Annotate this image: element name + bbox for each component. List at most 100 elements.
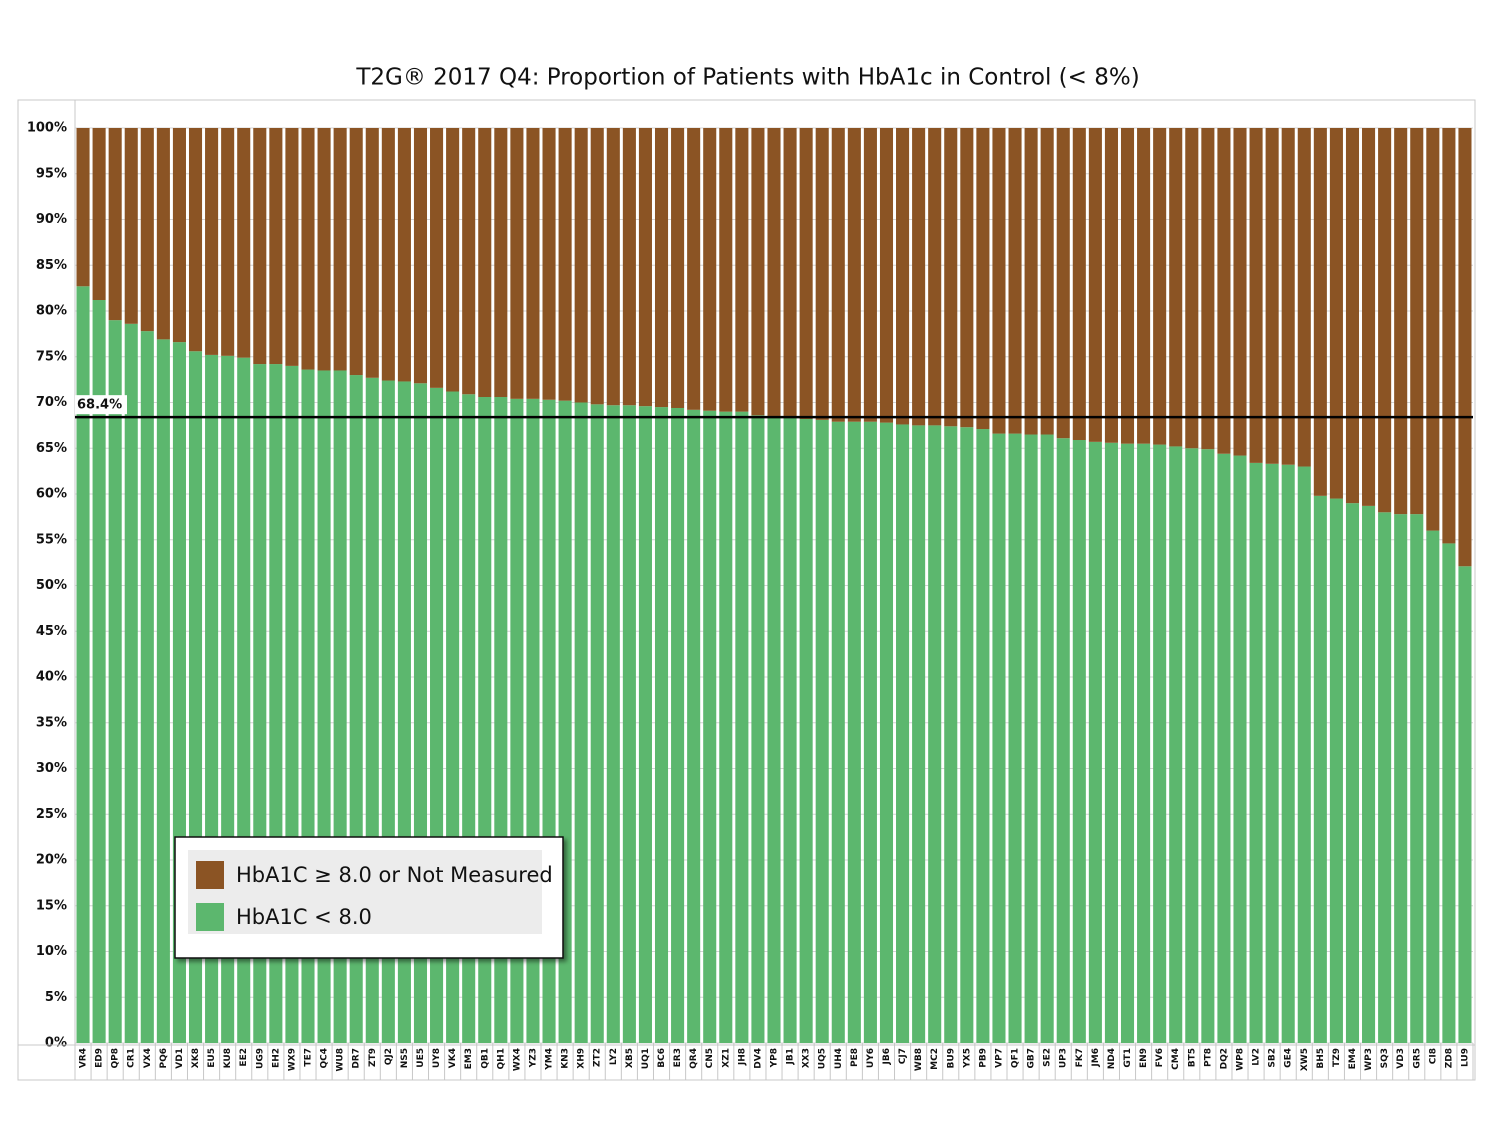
x-tick-label: PQ6	[159, 1048, 169, 1069]
bar-segment	[108, 128, 122, 321]
bar-segment	[301, 128, 315, 370]
bar-segment	[1442, 543, 1456, 1043]
bar-segment	[1265, 128, 1279, 464]
bar-segment	[912, 128, 926, 426]
x-tick-label: UH4	[834, 1048, 844, 1069]
bar-segment	[494, 128, 508, 398]
y-tick-label: 90%	[36, 212, 67, 227]
bar-segment	[1313, 128, 1327, 496]
x-tick-label: WB8	[914, 1048, 924, 1071]
y-tick-label: 95%	[36, 166, 67, 181]
y-tick-label: 100%	[27, 121, 67, 136]
x-tick-label: LY2	[609, 1048, 619, 1065]
bar-segment	[831, 421, 845, 1044]
bar-segment	[92, 128, 106, 301]
bar-segment	[606, 405, 620, 1043]
reference-label: 68.4%	[77, 398, 122, 413]
bar-segment	[124, 128, 138, 324]
legend-swatch	[196, 903, 224, 931]
bar-segment	[205, 128, 219, 355]
x-tick-label: VR4	[79, 1048, 89, 1068]
x-tick-label: GE4	[1284, 1048, 1294, 1068]
x-tick-label: QF1	[1011, 1048, 1021, 1068]
x-tick-label: WU8	[336, 1048, 346, 1072]
y-tick-label: 25%	[36, 807, 67, 822]
bar-segment	[1233, 128, 1247, 456]
x-tick-label: SQ3	[1380, 1048, 1390, 1068]
bar-segment	[1072, 440, 1086, 1043]
x-tick-label: CN5	[705, 1048, 715, 1068]
bar-segment	[1120, 128, 1135, 444]
bar-segment	[847, 421, 861, 1044]
bar-segment	[1153, 444, 1167, 1044]
legend-swatch	[196, 861, 224, 889]
bar-segment	[269, 128, 283, 365]
y-tick-label: 60%	[36, 487, 67, 502]
x-tick-label: XW5	[1300, 1048, 1310, 1071]
bar-segment	[799, 418, 813, 1044]
x-tick-label: VK4	[448, 1048, 458, 1068]
x-tick-label: DV4	[753, 1048, 763, 1069]
bar-segment	[590, 128, 604, 405]
bar-segment	[654, 407, 669, 1043]
x-tick-label: EH2	[271, 1048, 281, 1068]
bar-segment	[590, 404, 604, 1044]
x-tick-label: FK7	[1075, 1048, 1085, 1067]
bar-segment	[1329, 128, 1343, 499]
bar-segment	[912, 425, 926, 1043]
y-tick-label: 0%	[45, 1036, 67, 1051]
bar-segment	[751, 128, 765, 416]
x-tick-label: TE7	[304, 1048, 314, 1067]
bar-segment	[1410, 514, 1424, 1043]
y-tick-label: 40%	[36, 670, 67, 685]
bar-segment	[1297, 128, 1311, 467]
x-tick-label: GR5	[1412, 1048, 1422, 1069]
bar-segment	[703, 410, 717, 1043]
bar-segment	[108, 320, 122, 1043]
bar-segment	[397, 128, 411, 382]
bar-segment	[944, 128, 958, 427]
x-tick-label: BC6	[657, 1048, 667, 1068]
x-tick-label: EM4	[1348, 1048, 1358, 1069]
bar-segment	[622, 405, 636, 1043]
x-tick-label: WP3	[1364, 1048, 1374, 1071]
bar-segment	[188, 128, 203, 352]
bar-segment	[1024, 128, 1038, 435]
x-tick-label: KU8	[223, 1048, 233, 1068]
bar-segment	[510, 128, 524, 399]
x-tick-label: EM3	[464, 1048, 474, 1069]
bar-segment	[687, 409, 701, 1043]
bar-segment	[1458, 566, 1472, 1043]
x-tick-label: QR4	[689, 1048, 699, 1069]
bar-segment	[896, 424, 910, 1044]
bar-segment	[1249, 462, 1263, 1043]
bar-segment	[1137, 128, 1151, 444]
x-tick-label: EU5	[207, 1048, 217, 1068]
x-tick-label: PT8	[1203, 1048, 1213, 1067]
bar-segment	[1040, 434, 1054, 1043]
bar-segment	[992, 128, 1006, 434]
bar-segment	[1217, 453, 1231, 1043]
x-tick-label: QC4	[320, 1048, 330, 1069]
y-tick-label: 45%	[36, 624, 67, 639]
x-tick-label: UQ5	[818, 1048, 828, 1069]
x-tick-label: DQ2	[1219, 1048, 1229, 1069]
x-tick-label: JB1	[786, 1048, 796, 1065]
bar-segment	[863, 421, 877, 1044]
bar-segment	[976, 429, 990, 1043]
y-tick-label: 10%	[36, 944, 67, 959]
bar-segment	[1410, 128, 1424, 515]
bar-segment	[1362, 128, 1376, 506]
bar-segment	[285, 128, 299, 366]
x-tick-label: CR1	[127, 1048, 137, 1068]
x-tick-label: XK8	[191, 1048, 201, 1068]
bar-segment	[638, 406, 652, 1043]
x-tick-label: UY6	[866, 1048, 876, 1068]
bar-segment	[317, 128, 331, 371]
bar-segment	[799, 128, 813, 419]
x-tick-label: XZ1	[721, 1048, 731, 1068]
bar-segment	[1281, 464, 1295, 1044]
bar-segment	[92, 300, 106, 1043]
bar-segment	[783, 128, 797, 419]
legend-label: HbA1C < 8.0	[236, 905, 372, 929]
